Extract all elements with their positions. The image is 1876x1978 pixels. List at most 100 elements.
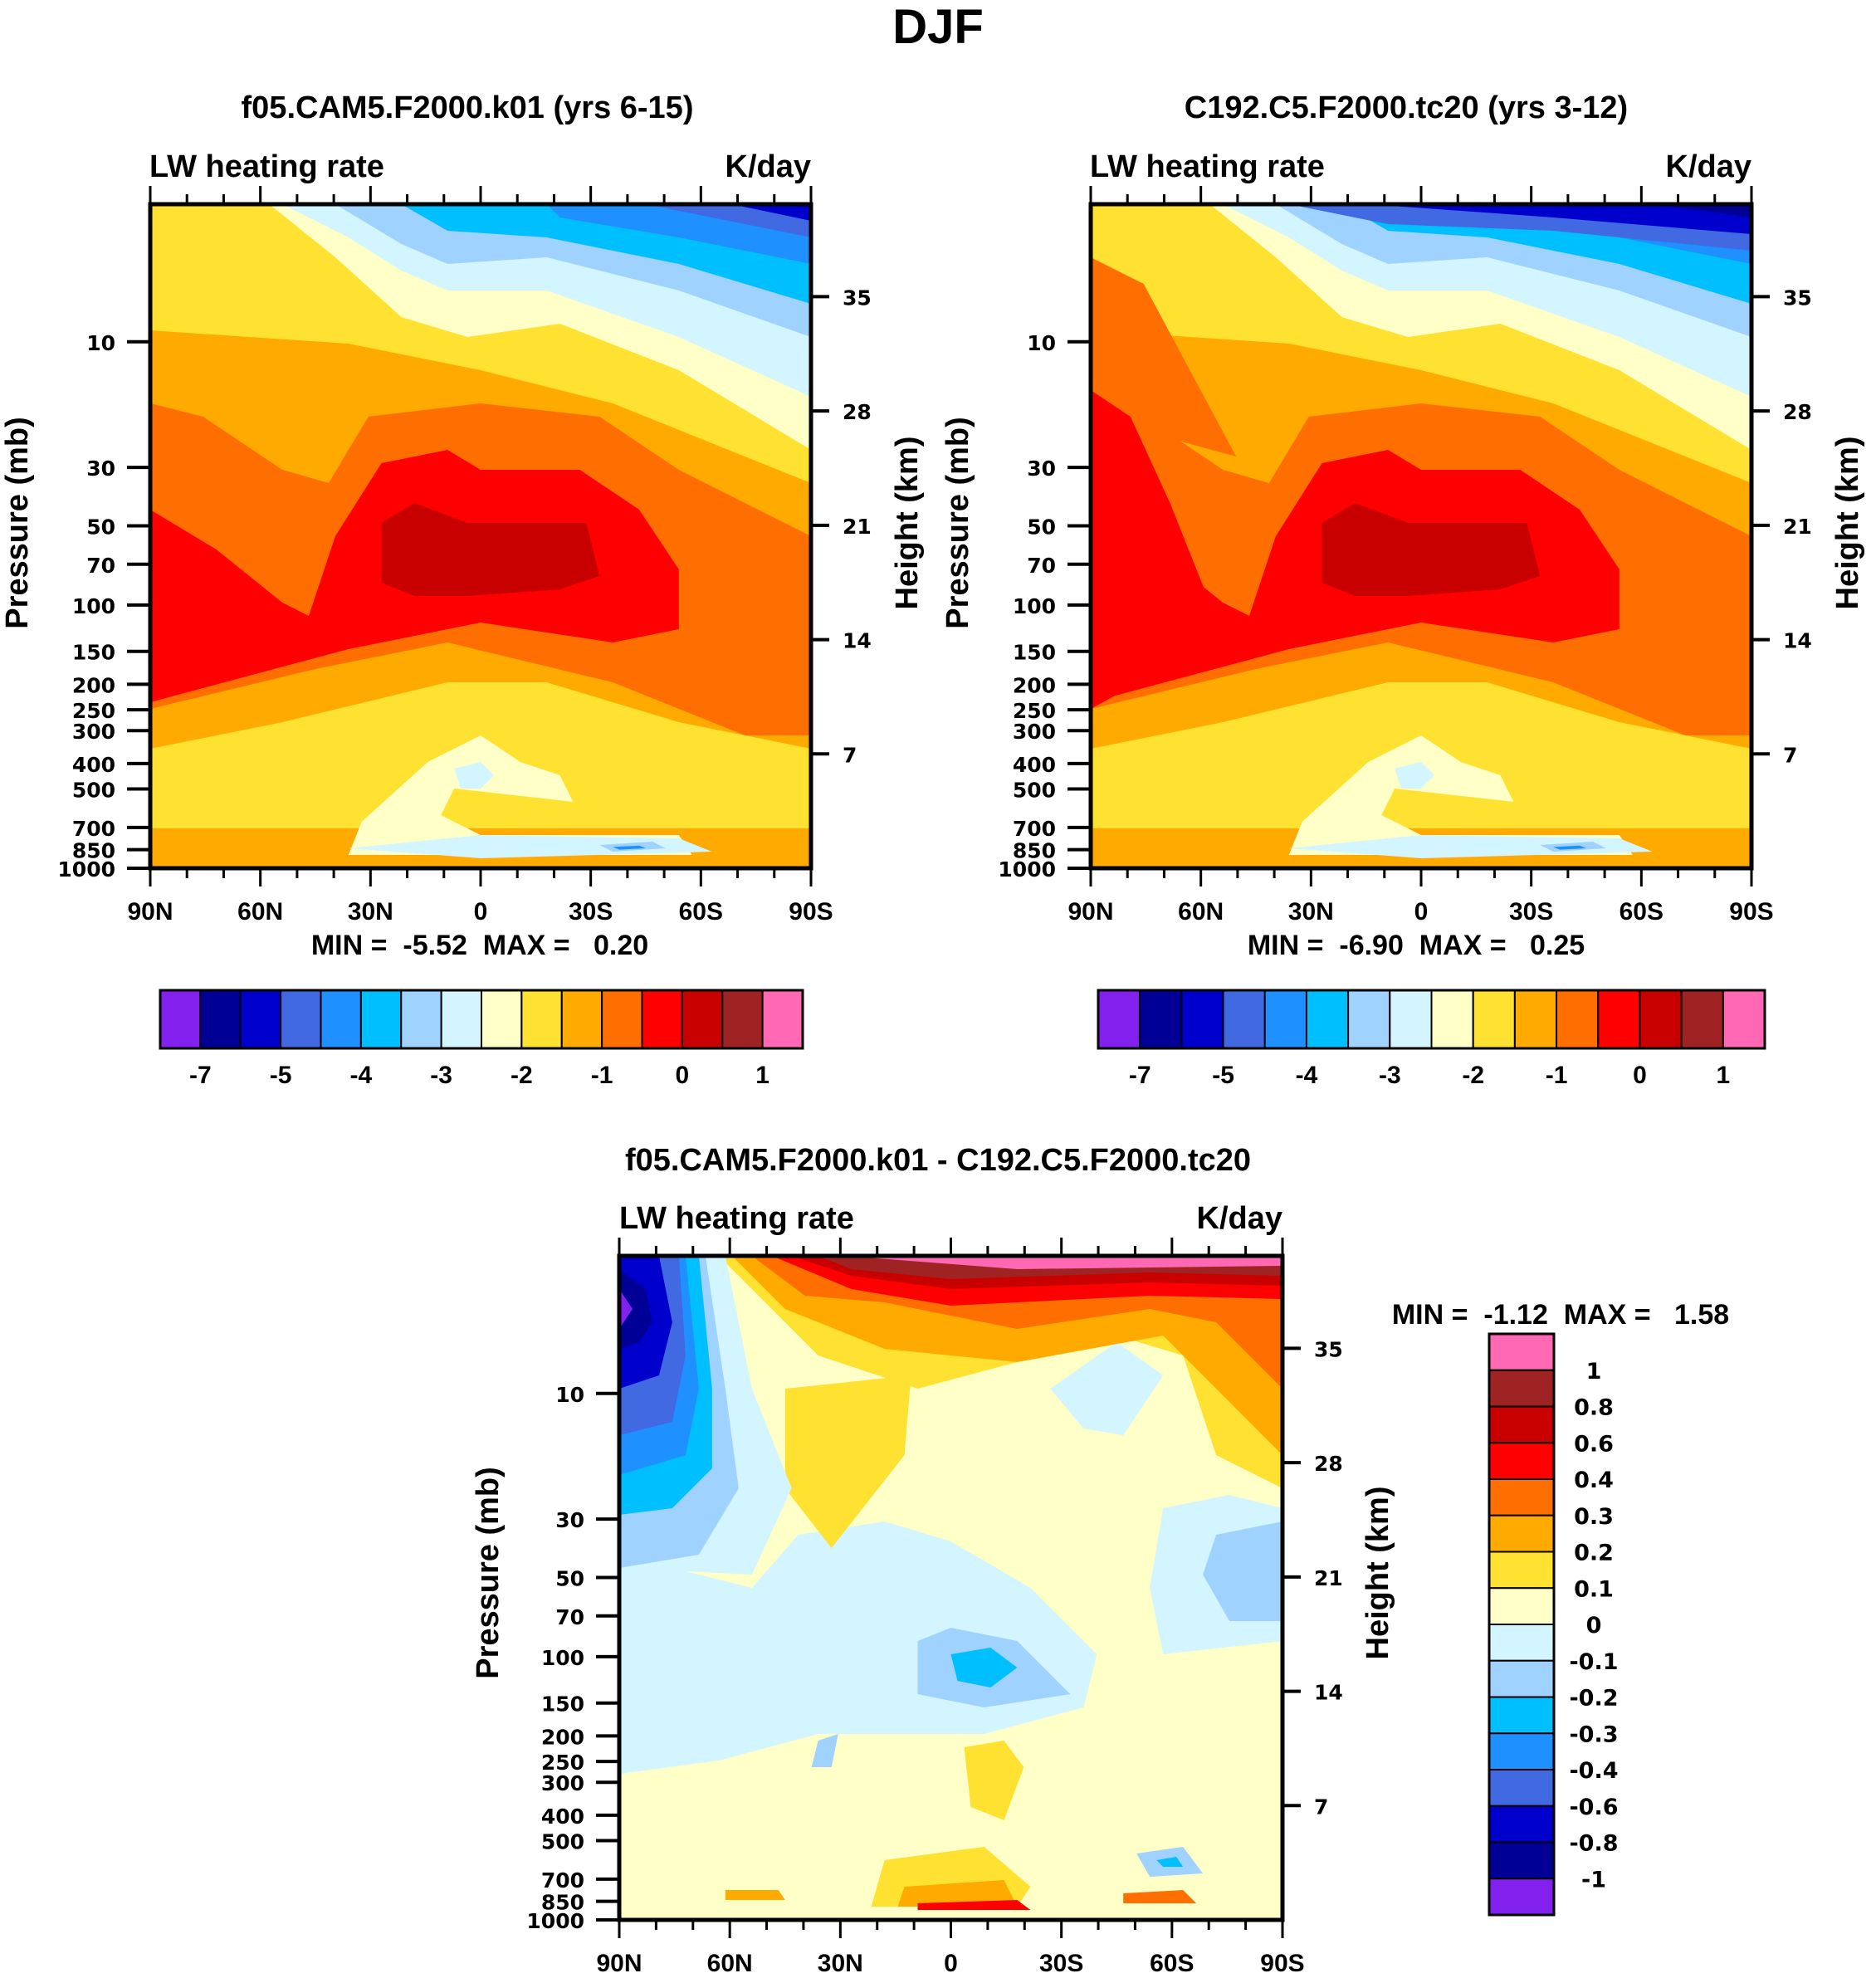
y2-tick-label: 28 [1783, 400, 1812, 424]
colorbar-label: -1 [591, 1062, 613, 1089]
contour-fill-region [964, 1741, 1024, 1820]
contour-fill-region [1203, 1521, 1282, 1621]
colorbar-swatch [1488, 1841, 1555, 1880]
y-tick-label: 1000 [526, 1909, 584, 1933]
colorbar-swatch [1139, 989, 1183, 1049]
y-tick-label: 30 [86, 457, 115, 481]
y-tick-label: 150 [72, 641, 115, 665]
colorbar-swatch [1488, 1551, 1555, 1590]
colorbar-label: 1 [1716, 1062, 1730, 1089]
colorbar-swatch [440, 989, 482, 1049]
contour-fill-region [844, 1256, 1282, 1269]
x-tick-label: 30S [1509, 898, 1553, 926]
y2-tick-label: 7 [1783, 743, 1797, 767]
colorbar-label: -4 [1296, 1062, 1318, 1089]
y-tick-label: 50 [1027, 515, 1056, 539]
contour-fill-region [950, 1648, 1018, 1687]
y2-tick-label: 21 [1314, 1566, 1343, 1590]
y-tick-label: 10 [1027, 331, 1056, 355]
y-tick-label: 100 [541, 1646, 584, 1670]
units-label: K/day [725, 149, 811, 184]
contour-plot: 90N 60N 30N 0 30S 60S 90S103050701001502002503… [57, 186, 872, 926]
colorbar-swatch [1513, 989, 1558, 1049]
contour-fill-region [1091, 390, 1249, 709]
colorbar-swatch [1472, 989, 1516, 1049]
x-tick-label: 90N [1067, 898, 1113, 926]
colorbar-swatch [359, 989, 403, 1049]
y-tick-label: 30 [555, 1508, 584, 1532]
panel-title: f05.CAM5.F2000.k01 (yrs 6-15) [242, 90, 694, 125]
colorbar-label: -0.8 [1569, 1831, 1618, 1857]
contour-fill-region [454, 762, 494, 789]
y2-tick-label: 14 [843, 629, 872, 653]
contour-fill-region [1652, 204, 1751, 217]
panel-model-1: f05.CAM5.F2000.k01 (yrs 6-15) LW heating… [0, 90, 925, 1089]
colorbar-label: -2 [1462, 1062, 1484, 1089]
colorbar-label: -1 [1546, 1062, 1568, 1089]
panel-difference: f05.CAM5.F2000.k01 - C192.C5.F2000.tc20 … [471, 1143, 1729, 1977]
colorbar-label: 0.2 [1574, 1541, 1614, 1566]
colorbar-label: -3 [430, 1062, 452, 1089]
colorbar: 1 0.8 0.6 0.4 0.3 0.2 0.1 0 -0.1 -0.2 -0.3 -0.4 -0.6… [1488, 1332, 1619, 1917]
y2-tick-label: 28 [1314, 1452, 1343, 1476]
colorbar-swatch [1222, 989, 1266, 1049]
y-tick-label: 850 [1013, 839, 1056, 863]
colorbar-swatch [280, 989, 322, 1049]
y-axis-label: Pressure (mb) [940, 417, 975, 629]
y-tick-label: 700 [1013, 817, 1056, 841]
y-tick-label: 100 [1013, 594, 1056, 618]
y-axis-label: Pressure (mb) [471, 1467, 506, 1679]
contour-fill-region [381, 503, 600, 596]
colorbar-swatch [681, 989, 724, 1049]
colorbar-label: 0.1 [1574, 1576, 1614, 1602]
figure-title: DJF [892, 0, 984, 54]
colorbar-swatch [1488, 1333, 1555, 1371]
colorbar-label: -1 [1581, 1867, 1606, 1893]
colorbar-label: 0 [1633, 1062, 1647, 1089]
y2-tick-label: 35 [843, 286, 872, 310]
x-tick-label: 60N [1178, 898, 1224, 926]
colorbar-label: -0.2 [1569, 1686, 1618, 1712]
y-tick-label: 30 [1027, 457, 1056, 481]
y-tick-label: 100 [72, 594, 115, 618]
x-tick-label: 0 [474, 898, 488, 926]
contour-fill-region [613, 845, 646, 850]
colorbar-swatch [1488, 1624, 1555, 1662]
colorbar-swatch [560, 989, 603, 1049]
contour-fill-region [897, 1880, 1018, 1907]
contour-fill-region [619, 1269, 652, 1349]
colorbar-swatch [400, 989, 442, 1049]
colorbar-swatch [1488, 1442, 1555, 1480]
contour-fill-region [1288, 735, 1633, 855]
contour-fill-region [1288, 835, 1653, 858]
colorbar-swatch [641, 989, 683, 1049]
contour-fill-region [917, 1900, 1031, 1910]
colorbar-swatch [601, 989, 643, 1049]
y-tick-label: 500 [1013, 779, 1056, 803]
y-tick-label: 50 [555, 1566, 584, 1590]
x-tick-label: 90S [1729, 898, 1773, 926]
y-tick-label: 150 [1013, 641, 1056, 665]
x-tick-label: 90S [789, 898, 833, 926]
y2-tick-label: 21 [1783, 515, 1812, 539]
contour-fill-region [619, 1289, 633, 1329]
y-tick-label: 250 [541, 1751, 584, 1775]
contour-fill-region [150, 858, 811, 868]
x-tick-label: 0 [944, 1950, 958, 1977]
colorbar-swatch [761, 989, 804, 1049]
colorbar-swatch [1488, 1405, 1555, 1444]
colorbar-swatch [1556, 989, 1600, 1049]
colorbar-label: -7 [189, 1062, 212, 1089]
contour-fill-region [1395, 762, 1434, 789]
colorbar-swatch [320, 989, 362, 1049]
y2-axis-label: Height (km) [1830, 437, 1865, 610]
y-tick-label: 50 [86, 515, 115, 539]
colorbar-swatch [481, 989, 523, 1049]
y-tick-label: 300 [72, 720, 115, 744]
y-tick-label: 1000 [57, 857, 115, 882]
x-tick-label: 90S [1260, 1950, 1304, 1977]
colorbar-swatch [1389, 989, 1433, 1049]
colorbar-swatch [159, 989, 202, 1049]
colorbar-swatch [1347, 989, 1391, 1049]
